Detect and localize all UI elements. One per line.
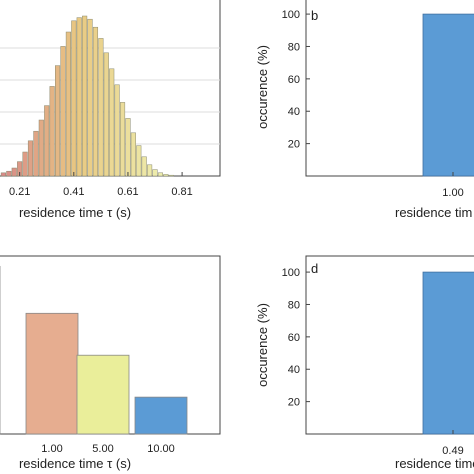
panel-a-bar [136,145,142,177]
panel-d-x-tick-label: 0.49 [442,445,463,457]
panel-b-bars [422,13,474,177]
panel-a-bar [114,84,120,177]
panel-b-bar-chart: 20 40 60 80 100 1.00 b occurence (%) residen… [255,0,474,220]
panel-b-x-axis-label: residence tim [395,205,472,220]
panel-a-bar [49,86,55,177]
panel-b-x-ticks: 1.00 [442,172,464,199]
panel-a-x-tick-label: 0.21 [9,186,30,198]
panel-a-bar [0,172,6,177]
panel-a-bar [141,156,147,177]
panel-b-y-tick-label: 60 [288,74,300,86]
panel-a-bar [55,65,61,177]
panel-d-y-tick-label: 100 [282,267,300,279]
panel-a-bar [44,105,50,177]
panel-d-y-tick-label: 60 [288,332,300,344]
panel-b-y-ticks: 20 40 60 80 100 [282,9,310,151]
panel-b-y-tick-label: 100 [282,9,300,21]
panel-a-bar [147,164,153,177]
panel-a-bar [76,17,82,177]
panel-a-x-tick-label: 0.41 [63,186,84,198]
panel-d-y-ticks: 20 40 60 80 100 [282,267,310,409]
panel-d-y-tick-label: 80 [288,299,300,311]
panel-c-bar [76,354,130,435]
panel-c-bars [0,265,188,435]
panel-a-bar [6,170,12,177]
panel-a-histogram: 0.21 0.41 0.61 0.81 residence time τ (s) [0,0,221,220]
panel-a-x-tick-label: 0.81 [171,186,192,198]
panel-b-label: b [311,8,318,23]
panel-a-bar [152,169,158,177]
panel-a-bar [38,119,44,177]
panel-a-bar [125,118,131,177]
panel-a-bar [168,174,174,177]
panel-a-bar [65,31,71,177]
panel-d-y-axis-label: occurence (%) [255,303,270,387]
panel-a-bar [11,167,17,177]
panel-c-x-tick-label: 10.00 [147,443,175,455]
panel-b-y-axis-label: occurence (%) [255,45,270,129]
panel-a-bar [163,174,169,177]
panel-a-x-ticks: 0.21 0.41 0.61 0.81 [9,172,193,198]
panel-a-bar [119,102,126,177]
panel-d-bar [422,271,474,435]
panel-b-y-tick-label: 40 [288,106,300,118]
panel-d-frame [305,255,474,435]
panel-a-bar [71,20,77,177]
panel-a-bar [82,15,88,177]
panel-a-x-tick-label: 0.61 [117,186,138,198]
panel-c-x-tick-label: 1.00 [41,443,62,455]
panel-a-bar [87,18,93,177]
panel-a-bar [109,68,115,177]
panel-d-x-axis-label: residence time [395,456,474,471]
panel-a-bars [0,15,174,177]
panel-b-x-tick-label: 1.00 [442,187,463,199]
panel-c-x-ticks: 1.00 5.00 10.00 [41,443,174,455]
panel-a-bar [60,46,66,177]
panel-a-bar [103,52,109,177]
panel-d-bar-chart: 20 40 60 80 100 0.49 d occurence (%) residen… [255,255,474,471]
panel-c-bar [25,312,79,435]
panel-a-x-axis-label: residence time τ (s) [19,205,131,220]
panel-d-y-tick-label: 40 [288,364,300,376]
panel-d-bars [422,271,474,435]
panel-a-bar [130,132,136,177]
panel-a-bar [27,140,34,177]
panel-a-bar [92,26,99,177]
panel-a-bar [98,38,104,177]
panel-b-frame [305,0,474,177]
panel-c-bar [134,396,188,435]
panel-a-frame [0,0,221,177]
panel-d-x-ticks: 0.49 [442,430,464,457]
panel-c-bar-chart: 1.00 5.00 10.00 residence time τ (s) [0,255,221,471]
panel-b-y-tick-label: 20 [288,139,300,151]
panel-c-x-axis-label: residence time τ (s) [19,456,131,471]
panel-b-y-tick-label: 80 [288,41,300,53]
panel-d-y-tick-label: 20 [288,397,300,409]
panel-a-bar [33,130,39,177]
panel-b-bar [422,13,474,177]
panel-c-x-tick-label: 5.00 [92,443,113,455]
panel-a-bar [22,151,28,177]
panel-d-label: d [311,261,318,276]
panel-a-bar [157,172,163,177]
